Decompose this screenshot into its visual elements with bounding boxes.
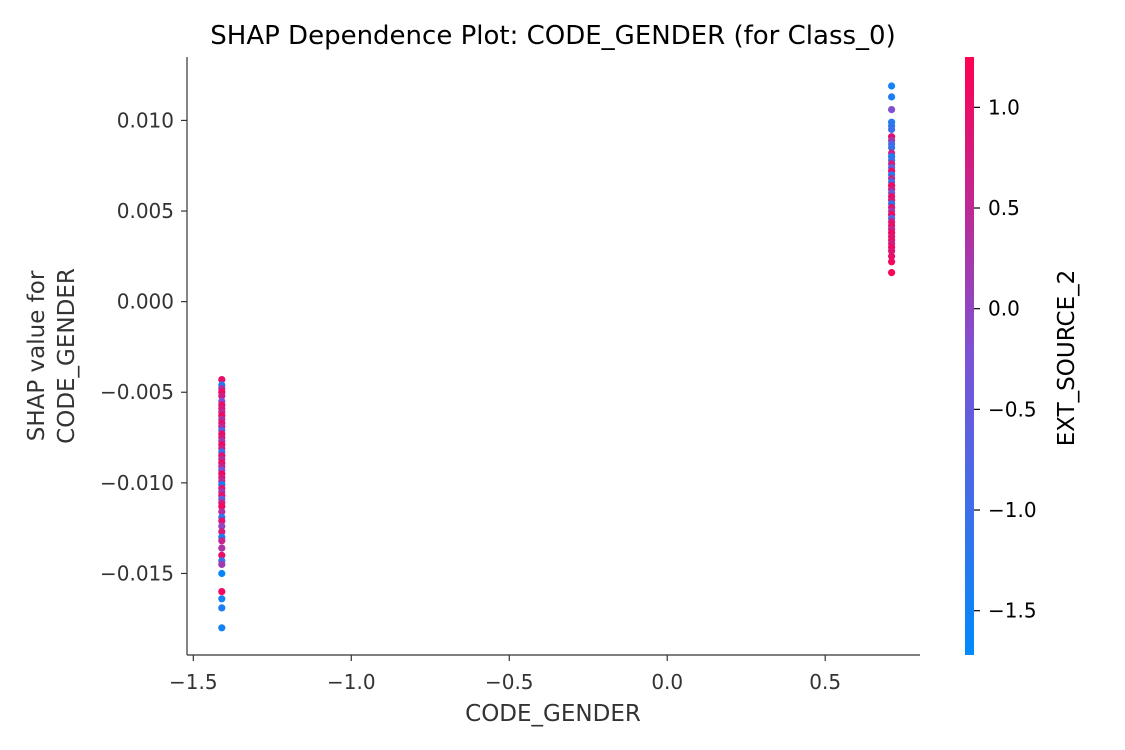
- colorbar-tick-label: 0.5: [988, 196, 1020, 220]
- y-tick-label: 0.000: [117, 290, 174, 314]
- y-tick-label: 0.010: [117, 108, 174, 132]
- colorbar-ticks: 1.0 0.5 0.0 −0.5 −1.0 −1.5: [974, 95, 1037, 623]
- data-point: [218, 528, 226, 536]
- x-tick-label: 0.5: [809, 670, 841, 694]
- y-tick-label: −0.010: [100, 471, 174, 495]
- data-point: [218, 569, 226, 578]
- y-axis-label: SHAP value for CODE_GENDER: [24, 268, 80, 444]
- data-point: [218, 551, 226, 559]
- data-point: [218, 624, 226, 632]
- y-axis-label-line-2: CODE_GENDER: [54, 268, 80, 444]
- x-tick-label: −1.0: [327, 670, 376, 694]
- data-point: [888, 93, 896, 101]
- data-point: [888, 82, 896, 90]
- x-tick-label: 0.0: [651, 670, 683, 694]
- data-point: [218, 560, 226, 569]
- y-tick-label: 0.005: [117, 199, 174, 223]
- data-point: [218, 517, 226, 525]
- data-point: [218, 588, 226, 596]
- colorbar-tick-label: −1.5: [988, 599, 1037, 623]
- colorbar-tick-label: 0.0: [988, 297, 1020, 321]
- colorbar-tick-label: −1.0: [988, 498, 1037, 522]
- x-tick-label: −1.5: [169, 670, 218, 694]
- data-point: [218, 508, 226, 516]
- data-point: [218, 376, 226, 384]
- y-axis-label-line-1: SHAP value for: [24, 270, 50, 441]
- chart-title: SHAP Dependence Plot: CODE_GENDER (for C…: [210, 21, 895, 51]
- colorbar-tick-label: −0.5: [988, 397, 1037, 421]
- data-point: [888, 258, 896, 266]
- x-axis-label: CODE_GENDER: [465, 701, 641, 727]
- x-ticks: −1.5 −1.0 −0.5 0.0 0.5: [169, 655, 841, 694]
- data-point: [218, 392, 226, 400]
- colorbar: 1.0 0.5 0.0 −0.5 −1.0 −1.5 EXT_SOURCE_2: [965, 57, 1080, 655]
- colorbar-label: EXT_SOURCE_2: [1054, 270, 1080, 447]
- data-point: [888, 125, 896, 134]
- y-tick-label: −0.015: [100, 561, 174, 585]
- data-point: [218, 522, 226, 530]
- scatter-points: [218, 82, 896, 632]
- y-tick-label: −0.005: [100, 380, 174, 404]
- y-ticks: 0.010 0.005 0.000 −0.005 −0.010 −0.015: [100, 108, 187, 585]
- data-point: [888, 247, 896, 255]
- x-tick-label: −0.5: [485, 670, 534, 694]
- data-point: [888, 106, 896, 114]
- data-point: [218, 604, 226, 612]
- data-point: [888, 144, 896, 152]
- colorbar-tick-label: 1.0: [988, 95, 1020, 119]
- axes: [186, 57, 920, 656]
- colorbar-gradient: [965, 57, 974, 655]
- colorbar-label-group: EXT_SOURCE_2: [1054, 270, 1080, 447]
- data-point: [218, 544, 226, 552]
- data-point: [218, 595, 226, 603]
- data-point: [888, 269, 896, 277]
- data-point: [218, 537, 226, 545]
- data-point: [888, 252, 896, 260]
- data-point: [218, 502, 226, 510]
